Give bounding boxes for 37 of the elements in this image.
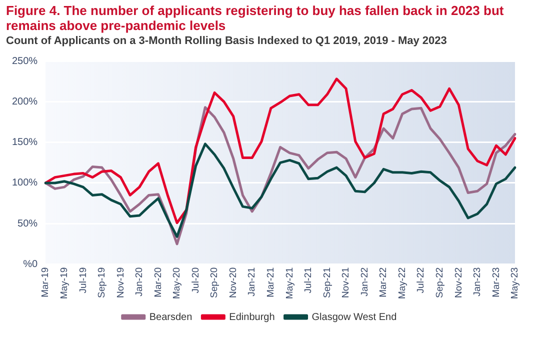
chart-title: Figure 4. The number of applicants registering to buy has fallen back in 2023 but remains above pre-pandemic levels: [5, 2, 505, 33]
x-tick-label: Jan-23: [472, 267, 484, 296]
x-tick-label: May-23: [510, 267, 521, 300]
x-tick-label: Sep-21: [322, 267, 333, 298]
y-tick-label: 150%: [12, 137, 38, 148]
x-tick-label: Nov-21: [340, 267, 352, 298]
x-tick-label: Sep-20: [209, 267, 220, 298]
y-tick-label: 100%: [12, 178, 38, 189]
x-tick-label: Sep-19: [96, 267, 108, 298]
x-tick-label: Mar-21: [266, 267, 277, 298]
x-tick-label: Mar-19: [40, 267, 52, 298]
x-tick-label: Mar-23: [490, 267, 502, 298]
x-tick-label: Mar-22: [378, 267, 390, 298]
y-tick-label: 250%: [12, 56, 38, 67]
x-tick-label: Sep-22: [434, 267, 446, 298]
x-tick-label: Jan-20: [134, 267, 146, 296]
x-tick-label: Jan-22: [359, 267, 370, 296]
y-tick-label: 200%: [12, 96, 38, 108]
x-tick-label: May-20: [172, 267, 183, 300]
x-tick-label: Jul-19: [78, 267, 89, 294]
x-tick-label: Jul-20: [190, 267, 202, 294]
x-tick-label: May-21: [284, 267, 296, 300]
x-tick-label: Nov-19: [115, 267, 126, 298]
x-tick-label: May-19: [58, 267, 70, 300]
legend-label: Edinburgh: [229, 312, 275, 323]
chart-subtitle: Count of Applicants on a 3-Month Rolling Basis Indexed to Q1 2019, 2019 - May 2023: [5, 34, 448, 47]
x-tick-label: Mar-20: [152, 267, 164, 298]
y-tick-label: %0: [23, 259, 38, 270]
x-tick-label: Nov-22: [453, 267, 464, 298]
x-tick-label: Nov-20: [228, 267, 239, 298]
x-tick-label: May-22: [396, 267, 408, 300]
y-tick-label: 50%: [18, 218, 38, 230]
x-tick-label: Jul-22: [416, 267, 427, 294]
x-tick-label: Jul-21: [303, 267, 314, 294]
legend-label: Bearsden: [149, 312, 192, 323]
legend-label: Glasgow West End: [312, 312, 397, 323]
x-tick-label: Jan-21: [246, 267, 258, 296]
